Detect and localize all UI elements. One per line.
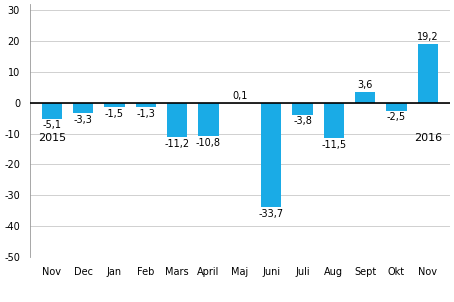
Text: -3,8: -3,8 <box>293 116 312 127</box>
Bar <box>386 103 407 111</box>
Text: 3,6: 3,6 <box>357 80 373 90</box>
Bar <box>292 103 313 114</box>
Bar <box>136 103 156 107</box>
Bar <box>324 103 344 138</box>
Bar <box>198 103 219 136</box>
Bar <box>104 103 124 108</box>
Bar <box>355 92 375 103</box>
Bar <box>73 103 93 113</box>
Text: -11,5: -11,5 <box>321 140 346 150</box>
Bar <box>230 102 250 103</box>
Text: 19,2: 19,2 <box>417 32 439 42</box>
Text: 2016: 2016 <box>414 133 442 143</box>
Text: 2015: 2015 <box>38 133 66 143</box>
Bar <box>261 103 281 207</box>
Text: -10,8: -10,8 <box>196 138 221 148</box>
Text: -5,1: -5,1 <box>42 120 61 130</box>
Text: -3,3: -3,3 <box>74 115 93 125</box>
Text: 0,1: 0,1 <box>232 91 247 101</box>
Text: -1,5: -1,5 <box>105 109 124 119</box>
Bar <box>41 103 62 119</box>
Bar <box>167 103 188 137</box>
Text: -1,3: -1,3 <box>136 109 155 119</box>
Bar <box>418 43 438 103</box>
Text: -2,5: -2,5 <box>387 112 406 122</box>
Text: -11,2: -11,2 <box>164 139 190 149</box>
Text: -33,7: -33,7 <box>259 209 284 219</box>
